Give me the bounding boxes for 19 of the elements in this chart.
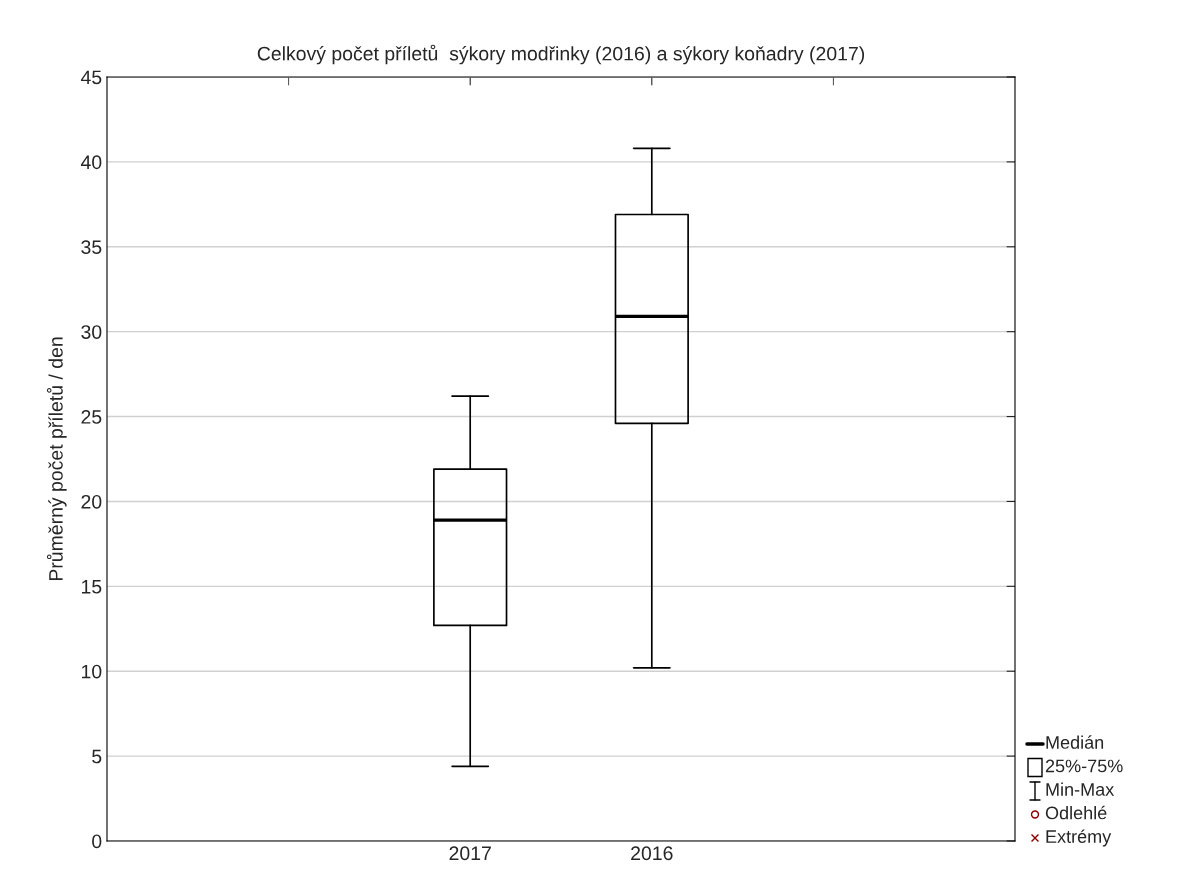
y-tick-label: 20 [81, 494, 102, 509]
y-tick-label: 0 [92, 834, 102, 849]
x-tick-label: 2016 [631, 846, 673, 861]
text: Odlehlé [1045, 805, 1107, 820]
text: Medián [1046, 735, 1104, 749]
y-tick-label: 15 [82, 580, 102, 594]
y-tick-label: 5 [92, 749, 102, 764]
y-tick-label: 30 [81, 325, 102, 339]
y-tick-label: 10 [82, 664, 102, 679]
y-tick-label: 40 [80, 155, 102, 170]
text: Min-Max [1046, 782, 1115, 796]
x-tick-label: 2017 [449, 846, 491, 861]
y-tick-label: 35 [81, 240, 102, 255]
y-axis-title: Průměrný počet příletů / den [46, 337, 67, 581]
text: Extrémy [1046, 829, 1112, 847]
y-tick-label: 25 [81, 410, 102, 424]
chart-title: Celkový počet příletů sýkory modřinky (2016) a sýkory koňadry (2017) [257, 44, 865, 65]
y-tick-label: 45 [80, 70, 102, 85]
text: 25%-75% [1045, 759, 1123, 773]
